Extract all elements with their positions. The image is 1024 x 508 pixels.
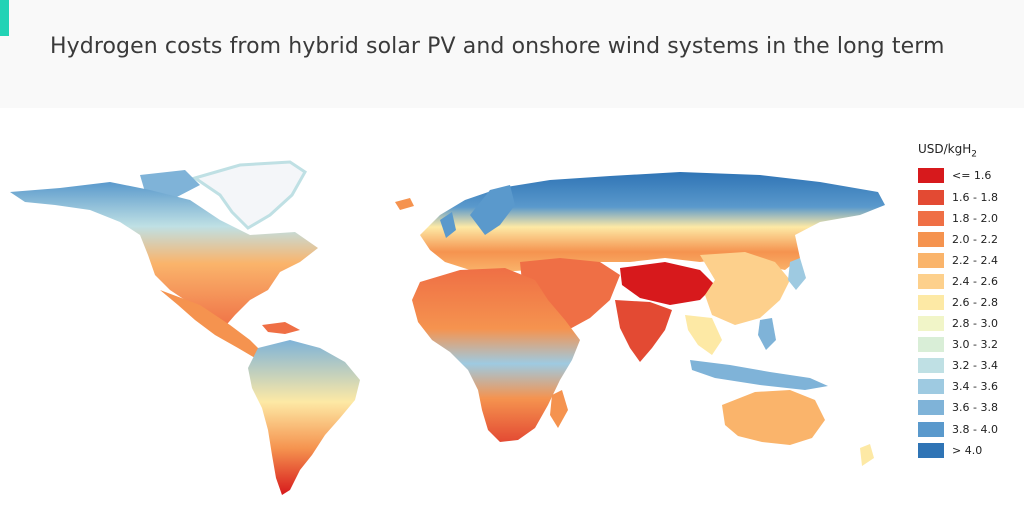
legend-item: 2.8 - 3.0 — [918, 313, 1018, 334]
world-map — [0, 150, 900, 504]
region-philippines — [758, 318, 776, 350]
header-band — [0, 0, 1024, 108]
accent-mark — [0, 0, 9, 36]
legend-label: 2.6 - 2.8 — [952, 296, 998, 309]
legend-swatch — [918, 295, 944, 310]
legend-swatch — [918, 231, 944, 247]
legend-unit-subscript: 2 — [971, 149, 978, 160]
legend-label: > 4.0 — [952, 443, 983, 457]
legend-swatch — [918, 168, 944, 184]
legend-unit: USD/kgH — [918, 142, 972, 156]
legend-label: 2.8 - 3.0 — [952, 317, 998, 331]
legend-swatch — [918, 358, 944, 374]
region-tibet-plateau — [620, 262, 715, 305]
region-south-america — [248, 340, 360, 495]
legend-item: 2.2 - 2.4 — [918, 250, 1018, 271]
legend-swatch — [918, 189, 944, 205]
legend-swatch — [918, 442, 944, 458]
region-iceland — [395, 198, 414, 210]
legend-label: 3.6 - 3.8 — [952, 401, 998, 415]
legend-swatch — [918, 273, 944, 289]
legend-label: <= 1.6 — [952, 169, 992, 183]
legend-title: USD/kgH2 — [918, 142, 1018, 159]
legend-item: 3.4 - 3.6 — [918, 376, 1018, 397]
legend-item: > 4.0 — [918, 440, 1018, 461]
legend-label: 2.0 - 2.2 — [952, 232, 998, 246]
legend-swatch — [918, 252, 944, 268]
legend-item: <= 1.6 — [918, 165, 1018, 186]
legend-swatch — [918, 421, 944, 437]
legend-label: 2.2 - 2.4 — [952, 253, 998, 267]
region-japan — [788, 258, 806, 290]
legend-items: <= 1.6 1.6 - 1.8 1.8 - 2.0 2.0 - 2.2 2.2 - 2… — [918, 165, 1018, 460]
page-title: Hydrogen costs from hybrid solar PV and … — [50, 34, 945, 59]
region-arctic-islands — [140, 170, 200, 198]
legend-label: 3.8 - 4.0 — [952, 422, 998, 436]
legend-swatch — [918, 400, 944, 416]
legend-swatch — [918, 210, 944, 226]
region-eurasia — [420, 172, 885, 272]
legend-item: 2.4 - 2.6 — [918, 271, 1018, 292]
legend-label: 1.6 - 1.8 — [952, 190, 998, 204]
region-indonesia — [690, 360, 828, 390]
legend-item: 1.6 - 1.8 — [918, 186, 1018, 207]
legend-label: 3.2 - 3.4 — [952, 359, 998, 373]
region-southeast-asia — [685, 315, 722, 355]
legend-label: 2.4 - 2.6 — [952, 274, 998, 288]
region-caribbean — [262, 322, 300, 334]
legend-label: 1.8 - 2.0 — [952, 211, 998, 225]
legend-item: 2.6 - 2.8 — [918, 292, 1018, 313]
legend-label: 3.0 - 3.2 — [952, 338, 998, 352]
legend-swatch — [918, 316, 944, 332]
region-scandinavia — [470, 185, 515, 235]
legend-label: 3.4 - 3.6 — [952, 380, 998, 394]
legend-item: 1.8 - 2.0 — [918, 208, 1018, 229]
legend-item: 2.0 - 2.2 — [918, 229, 1018, 250]
legend-item: 3.2 - 3.4 — [918, 355, 1018, 376]
legend-item: 3.6 - 3.8 — [918, 397, 1018, 418]
region-africa — [412, 268, 580, 442]
region-north-america — [10, 182, 318, 330]
world-map-svg — [10, 160, 885, 495]
region-madagascar — [550, 390, 568, 428]
region-british-isles — [440, 212, 456, 238]
region-east-asia — [700, 252, 790, 325]
region-australia — [722, 390, 825, 445]
region-greenland — [191, 160, 307, 230]
legend-swatch — [918, 379, 944, 395]
region-mexico-central-america — [160, 290, 262, 358]
legend-item: 3.0 - 3.2 — [918, 334, 1018, 355]
region-indian-subcontinent — [615, 300, 672, 362]
legend-item: 3.8 - 4.0 — [918, 419, 1018, 440]
region-new-zealand — [860, 444, 874, 466]
legend: USD/kgH2 <= 1.6 1.6 - 1.8 1.8 - 2.0 2.0 - 2… — [918, 142, 1018, 461]
legend-swatch — [918, 337, 944, 353]
